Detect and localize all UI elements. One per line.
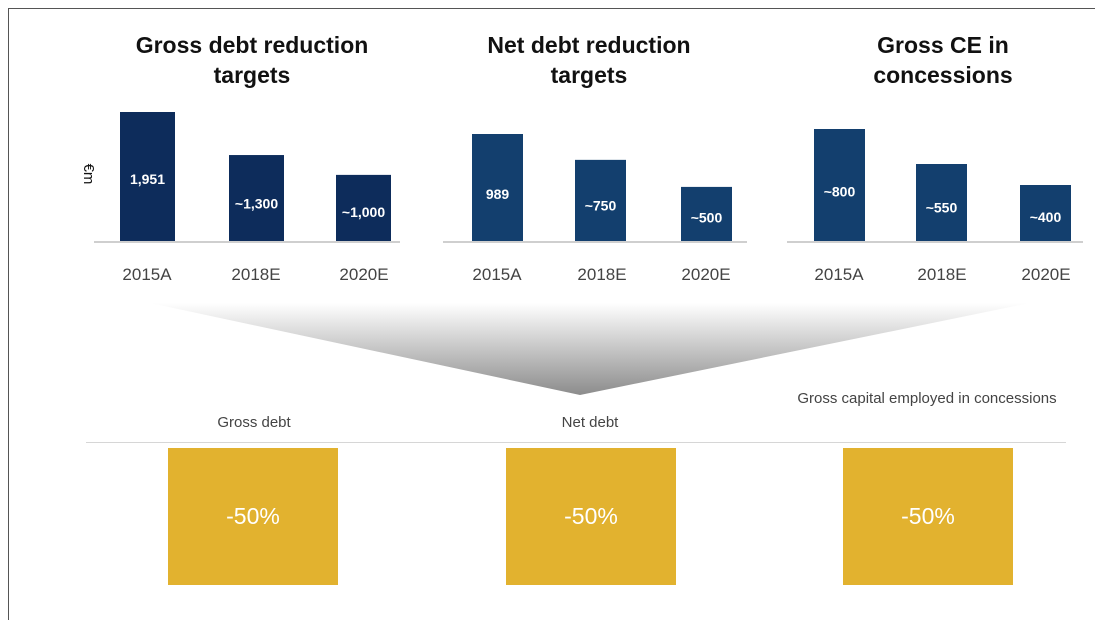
bar-net-debt-2020E xyxy=(681,186,732,241)
tick-label-net-debt-2015A: 2015A xyxy=(472,265,522,284)
bar-value-label-gross-ce-2015A: ~800 xyxy=(824,184,856,200)
summary-label-net-debt: Net debt xyxy=(561,414,619,431)
summary-box-gross-debt: -50% xyxy=(168,448,338,585)
bar-value-label-gross-ce-2018E: ~550 xyxy=(926,199,958,215)
tick-label-gross-debt-2015A: 2015A xyxy=(122,265,172,284)
tick-label-gross-debt-2020E: 2020E xyxy=(339,265,388,284)
bar-value-label-gross-debt-2020E: ~1,000 xyxy=(342,204,385,220)
bar-gross-debt-2018E xyxy=(229,155,284,241)
bar-gross-debt-2020E xyxy=(336,174,391,241)
bar-value-label-gross-ce-2020E: ~400 xyxy=(1030,209,1062,225)
tick-label-gross-ce-2015A: 2015A xyxy=(814,265,864,284)
chart-title-gross-ce: Gross CE in concessions xyxy=(873,32,1013,88)
summary-label-gross-capital: Gross capital employed in concessions xyxy=(797,390,1057,407)
chart-title-net-debt: Net debt reduction targets xyxy=(487,32,691,88)
bar-gross-ce-2015A xyxy=(814,129,865,241)
bar-value-label-gross-debt-2018E: ~1,300 xyxy=(235,195,278,211)
tick-label-gross-ce-2020E: 2020E xyxy=(1021,265,1070,284)
tick-label-net-debt-2018E: 2018E xyxy=(577,265,626,284)
chart-title-gross-debt: Gross debt reduction targets xyxy=(135,32,369,88)
tick-label-gross-ce-2018E: 2018E xyxy=(917,265,966,284)
bar-value-label-net-debt-2015A: 989 xyxy=(486,186,510,202)
summary-box-gross-capital: -50% xyxy=(843,448,1013,585)
summary-label-gross-debt: Gross debt xyxy=(217,414,291,431)
bar-net-debt-2015A xyxy=(472,134,523,241)
bar-net-debt-2018E xyxy=(575,159,626,241)
tick-label-gross-debt-2018E: 2018E xyxy=(231,265,280,284)
bar-gross-debt-2015A xyxy=(120,112,175,241)
bar-value-label-net-debt-2020E: ~500 xyxy=(691,210,723,226)
bar-value-label-gross-debt-2015A: 1,951 xyxy=(130,171,165,187)
tick-label-net-debt-2020E: 2020E xyxy=(681,265,730,284)
summary-divider xyxy=(86,442,1066,443)
slide-frame xyxy=(8,8,1095,620)
bar-gross-ce-2020E xyxy=(1020,185,1071,241)
summary-box-net-debt: -50% xyxy=(506,448,676,585)
bar-gross-ce-2018E xyxy=(916,164,967,241)
bar-value-label-net-debt-2018E: ~750 xyxy=(585,197,617,213)
